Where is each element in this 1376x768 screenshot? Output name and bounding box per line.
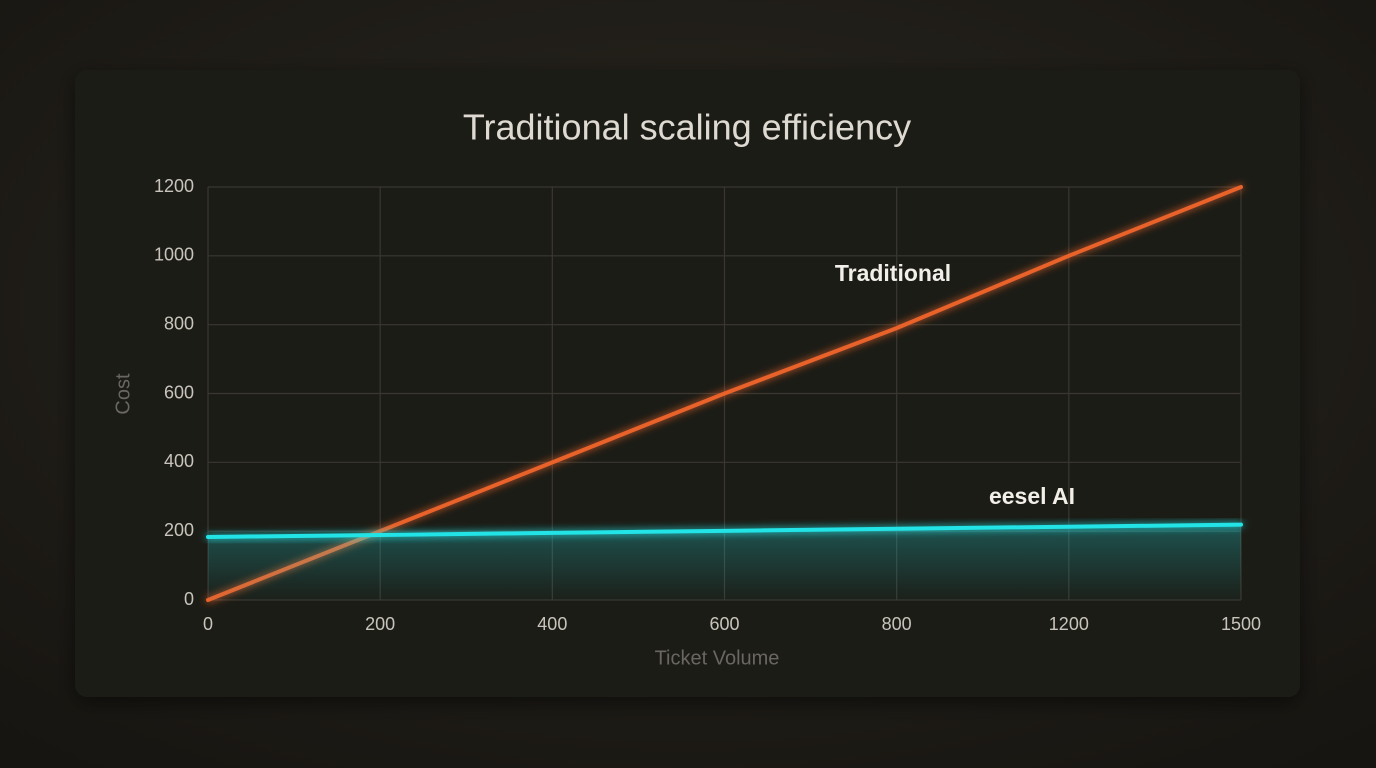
plot-area: 0 200 400 600 800 1000 1200 0 200 400 600 800 1200 15… [154, 176, 1261, 634]
y-axis-label: Cost [112, 373, 134, 415]
chart-title: Traditional scaling efficiency [463, 107, 911, 148]
series-label: eesel AI [989, 483, 1075, 509]
y-tick-label: 200 [164, 520, 194, 540]
area-fill [208, 524, 1241, 600]
x-tick-label: 1500 [1221, 614, 1261, 634]
y-tick-label: 400 [164, 451, 194, 471]
y-tick-label: 600 [164, 382, 194, 402]
y-tick-label: 800 [164, 313, 194, 333]
series-label: Traditional [835, 260, 951, 286]
series-line [206, 522, 1243, 540]
y-tick-label: 1200 [154, 176, 194, 196]
x-tick-label: 800 [882, 614, 912, 634]
x-tick-label: 400 [537, 614, 567, 634]
x-axis-label: Ticket Volume [655, 647, 780, 669]
y-tick-label: 0 [184, 589, 194, 609]
chart-card [75, 70, 1300, 697]
x-tick-label: 0 [203, 614, 213, 634]
x-tick-label: 600 [709, 614, 739, 634]
x-tick-label: 1200 [1049, 614, 1089, 634]
x-tick-label: 200 [365, 614, 395, 634]
series-line [206, 185, 1243, 602]
y-tick-label: 1000 [154, 245, 194, 265]
